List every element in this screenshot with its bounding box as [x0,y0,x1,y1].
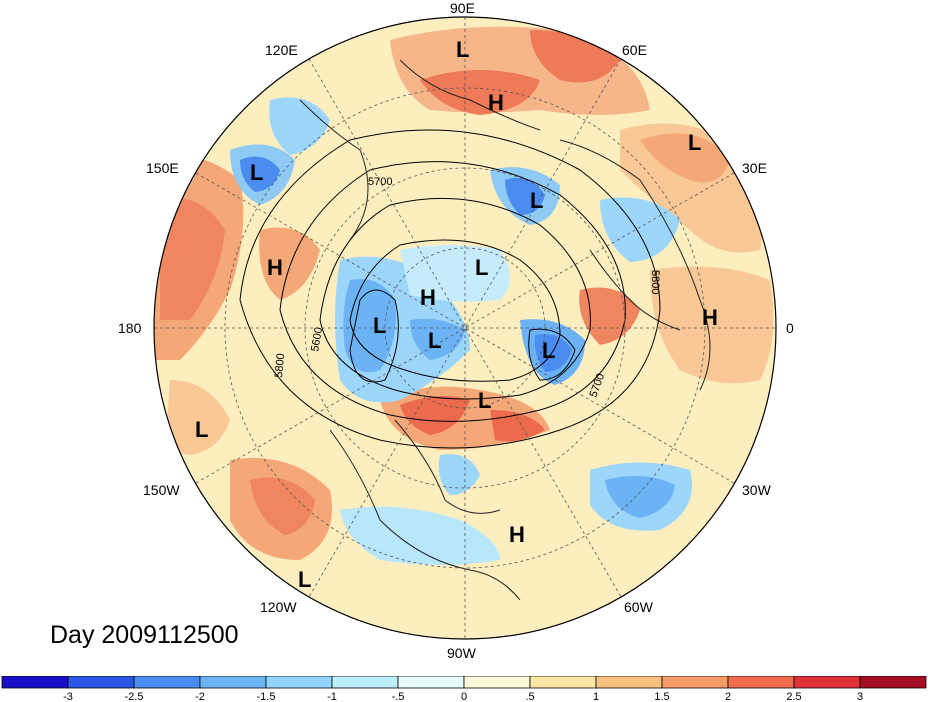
colorbar-tick-label: -1.5 [257,691,276,702]
colorbar-swatch [595,676,663,689]
colorbar-tick-label: 1 [593,691,599,702]
colorbar-swatch [793,676,861,689]
low-center-marker: L [478,388,491,413]
lon-label-150w: 150W [143,482,180,498]
longitude-labels: 90E 60E 30E 0 30W 60W 90W 120W 150W 180 … [118,0,794,661]
lon-label-180: 180 [118,320,142,336]
low-center-marker: L [542,338,555,363]
graticule [154,17,776,639]
low-center-marker: L [456,37,469,62]
high-center-marker: H [702,305,718,330]
polar-map: 90E 60E 30E 0 30W 60W 90W 120W 150W 180 … [118,0,794,661]
low-center-marker: L [250,160,263,185]
contour-label: 5800 [649,270,661,294]
low-center-marker: L [373,313,386,338]
colorbar-tick-label: .5 [525,691,534,702]
colorbar-tick-label: -2.5 [125,691,144,702]
colorbar-swatch [331,676,399,689]
lon-label-120e: 120E [265,42,298,58]
colorbar-swatch [859,676,927,689]
high-center-marker: H [509,522,525,547]
map-title: Day 2009112500 [50,621,239,649]
height-contours [239,129,661,449]
lon-label-30w: 30W [742,482,772,498]
colorbar-swatch [1,676,69,689]
high-center-marker: H [488,90,504,115]
pressure-centers: L H L L L H L H L L L H L L L H L [195,37,718,592]
colorbar-tick-label: -2 [195,691,205,702]
lon-label-90w: 90W [447,645,477,661]
low-center-marker: L [428,328,441,353]
contour-label: 5800 [273,353,287,378]
colorbar-swatch [199,676,267,689]
contour-label: 5700 [368,176,392,188]
coastlines [299,59,711,601]
lon-label-60w: 60W [624,599,654,615]
contour-label: 5600 [309,326,325,352]
colorbar-tick-label: -.5 [392,691,405,702]
colorbar-swatch [133,676,201,689]
colorbar-swatch [67,676,135,689]
high-center-marker: H [420,285,436,310]
high-center-marker: H [267,255,283,280]
colorbar-tick-label: -3 [63,691,73,702]
low-center-marker: L [530,188,543,213]
low-center-marker: L [475,255,488,280]
map-boundary [153,16,777,640]
low-center-marker: L [688,130,701,155]
colorbar-swatch [265,676,333,689]
low-center-marker: L [298,567,311,592]
colorbar-tick-label: 2 [725,691,731,702]
lon-label-0: 0 [786,320,794,336]
lon-label-60e: 60E [622,42,647,58]
colorbar: -3 -2.5 -2 -1.5 -1 -.5 0 .5 1 1.5 2 2.5 3 [1,676,927,702]
colorbar-swatch [727,676,795,689]
low-center-marker: L [195,417,208,442]
colorbar-tick-label: 2.5 [786,691,801,702]
colorbar-swatch [397,676,465,689]
lon-label-150e: 150E [146,160,179,176]
colorbar-tick-label: 3 [857,691,863,702]
colorbar-swatch [463,676,531,689]
colorbar-tick-label: 0 [461,691,467,702]
lon-label-120w: 120W [260,599,297,615]
lon-label-30e: 30E [742,160,767,176]
colorbar-swatch [529,676,597,689]
colorbar-tick-label: 1.5 [654,691,669,702]
colorbar-swatch [661,676,729,689]
colorbar-tick-label: -1 [327,691,337,702]
lon-label-90e: 90E [450,0,475,16]
